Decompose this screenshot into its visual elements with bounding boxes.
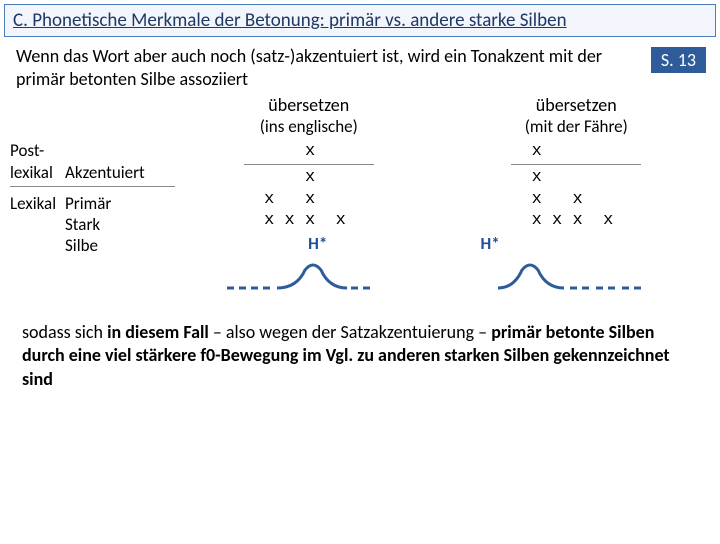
- label-lex: Lexikal: [10, 193, 65, 214]
- grid-b: x x x x x x x x: [511, 141, 641, 231]
- conclusion: sodass sich in diesem Fall – also wegen …: [22, 321, 698, 391]
- divider-b: [511, 164, 641, 165]
- word-a: übersetzen: [175, 94, 443, 116]
- row-labels: Post- lexikalAkzentuiert LexikalPrimär S…: [10, 94, 175, 303]
- contour-b: [443, 258, 711, 303]
- label-akz: Akzentuiert: [65, 162, 145, 184]
- label-stark: Stark: [65, 214, 100, 235]
- c1b: in diesem Fall: [107, 321, 209, 343]
- word-b: übersetzen: [443, 94, 711, 116]
- label-post: Post-: [10, 140, 65, 162]
- label-lexikal: lexikal: [10, 162, 65, 184]
- stark-row-b: x x: [511, 189, 641, 210]
- sub-a: (ins englische): [175, 116, 443, 137]
- grid-a: x x x x x x x x: [244, 141, 374, 231]
- akz-row-b: x: [511, 141, 641, 162]
- silbe-row-a: x x x x: [244, 210, 374, 231]
- c1c: – also wegen der Satzakzentuierung –: [209, 321, 491, 343]
- stark-row-a: x x: [244, 189, 374, 210]
- divider-a: [244, 164, 374, 165]
- prim-row-b: x: [511, 167, 641, 188]
- section-header: C. Phonetische Merkmale der Betonung: pr…: [4, 4, 716, 37]
- page-badge: S. 13: [651, 47, 706, 73]
- hstar-b: H*: [443, 233, 711, 254]
- c1a: sodass sich: [22, 321, 107, 343]
- label-silbe: Silbe: [65, 235, 98, 256]
- hstar-a: H*: [175, 233, 443, 254]
- column-a: übersetzen (ins englische) x x x x x x x…: [175, 94, 443, 303]
- prim-row-a: x: [244, 167, 374, 188]
- intro-text: Wenn das Wort aber auch noch (satz-)akze…: [16, 45, 704, 90]
- akz-row-a: x: [244, 141, 374, 162]
- divider: [10, 186, 175, 187]
- contour-a: [175, 258, 443, 303]
- silbe-row-b: x x x x: [511, 210, 641, 231]
- column-b: übersetzen (mit der Fähre) x x x x x x x…: [443, 94, 711, 303]
- sub-b: (mit der Fähre): [443, 116, 711, 137]
- columns: Post- lexikalAkzentuiert LexikalPrimär S…: [10, 94, 710, 303]
- label-prim: Primär: [65, 193, 111, 214]
